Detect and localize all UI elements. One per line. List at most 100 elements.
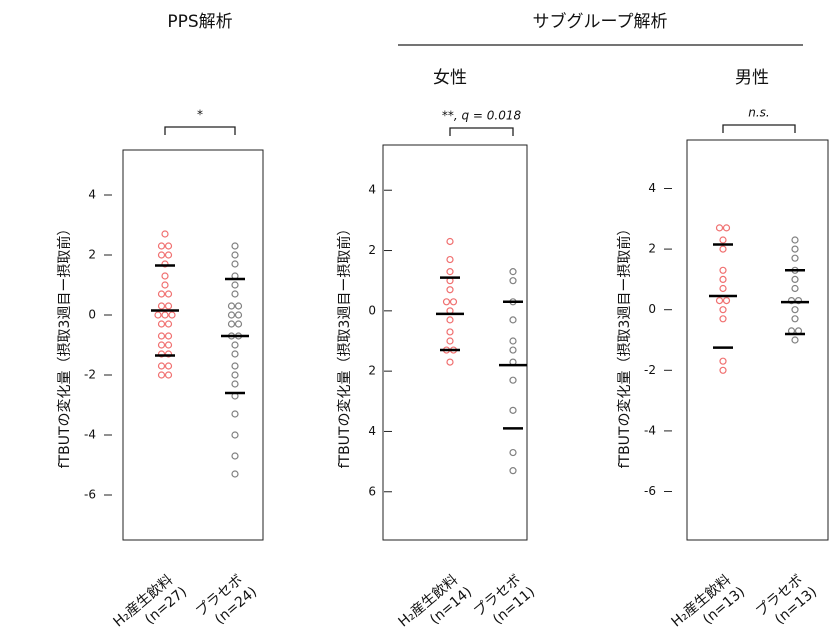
- data-point: [164, 290, 173, 298]
- data-point: [722, 224, 731, 232]
- data-point: [164, 320, 173, 328]
- data-point: [157, 350, 166, 358]
- data-point: [164, 341, 173, 349]
- data-point: [791, 245, 799, 253]
- data-point: [791, 315, 799, 323]
- data-point: [231, 350, 239, 358]
- y-tick-label: -6: [644, 484, 656, 498]
- data-point: [446, 316, 454, 324]
- data-point: [509, 337, 517, 345]
- data-point: [161, 272, 169, 280]
- data-point: [231, 452, 239, 460]
- significance-bracket: [164, 126, 236, 135]
- significance-label: **, q = 0.018: [442, 109, 522, 123]
- data-point: [231, 410, 239, 418]
- data-point: [231, 371, 239, 379]
- data-point: [442, 298, 451, 306]
- data-point: [164, 371, 173, 379]
- data-point: [446, 255, 454, 264]
- data-point: [446, 237, 454, 246]
- data-point: [157, 371, 166, 379]
- data-point: [161, 281, 169, 289]
- data-point: [161, 230, 169, 238]
- data-point: [446, 268, 454, 276]
- data-point: [509, 376, 517, 384]
- y-tick-label: 4: [368, 183, 376, 197]
- plot-frame: [686, 139, 829, 541]
- data-point: [449, 298, 458, 306]
- plot-frame: [382, 144, 528, 541]
- y-tick-label: -4: [84, 428, 96, 442]
- data-point: [719, 245, 727, 253]
- data-point: [234, 302, 243, 310]
- data-point: [164, 302, 173, 310]
- data-point: [719, 275, 727, 283]
- y-tick-label: -2: [644, 363, 656, 377]
- data-point: [719, 357, 727, 365]
- y-tick-label: 2: [648, 242, 656, 256]
- data-point: [791, 306, 799, 314]
- data-point: [157, 332, 166, 340]
- data-point: [719, 315, 727, 323]
- data-point: [509, 277, 517, 285]
- data-point: [719, 266, 727, 274]
- data-point: [168, 311, 176, 319]
- data-point: [715, 297, 724, 305]
- data-point: [161, 260, 169, 268]
- y-tick-label: 4: [88, 188, 96, 202]
- data-point: [719, 284, 727, 293]
- data-point: [446, 358, 454, 366]
- data-point: [787, 297, 796, 305]
- y-tick-label: 2: [368, 364, 376, 378]
- data-point: [231, 260, 239, 268]
- data-point: [791, 336, 799, 344]
- data-point: [509, 346, 517, 354]
- y-axis-label: fTBUTの変化量（摂取3週目ー摂取前）: [336, 222, 353, 469]
- data-point: [791, 284, 799, 293]
- y-tick-label: 2: [88, 248, 96, 262]
- data-point: [446, 328, 454, 336]
- y-tick-label: 6: [368, 484, 376, 498]
- significance-bracket: [449, 127, 514, 136]
- data-point: [227, 311, 236, 319]
- data-point: [157, 302, 166, 310]
- data-point: [157, 320, 166, 328]
- y-axis-label: fTBUTの変化量（摂取3週目ー摂取前）: [616, 222, 633, 469]
- panel-title: 男性: [735, 68, 769, 88]
- data-point: [234, 320, 243, 328]
- data-point: [509, 316, 517, 324]
- significance-bracket: [722, 124, 796, 133]
- data-point: [446, 337, 454, 345]
- y-tick-label: 0: [368, 303, 376, 317]
- data-point: [446, 286, 454, 294]
- data-point: [231, 431, 239, 439]
- data-point: [231, 470, 239, 478]
- data-point: [719, 306, 727, 314]
- data-point: [509, 406, 517, 414]
- y-tick-label: -6: [84, 488, 96, 502]
- data-point: [509, 268, 517, 276]
- data-point: [509, 448, 517, 457]
- data-point: [794, 297, 803, 305]
- significance-label: *: [197, 108, 203, 122]
- y-axis-label: fTBUTの変化量（摂取3週目ー摂取前）: [56, 222, 73, 469]
- data-point: [509, 467, 517, 475]
- y-tick-label: -2: [84, 368, 96, 382]
- data-point: [234, 311, 243, 319]
- data-point: [157, 251, 166, 259]
- data-point: [719, 366, 727, 374]
- data-point: [164, 251, 173, 259]
- y-tick-label: 2: [368, 243, 376, 257]
- data-point: [164, 332, 173, 340]
- panel-title: PPS解析: [167, 12, 232, 32]
- data-point: [157, 290, 166, 298]
- data-point: [715, 224, 724, 232]
- data-point: [164, 242, 173, 250]
- data-point: [231, 242, 239, 250]
- data-point: [164, 362, 173, 370]
- data-point: [231, 362, 239, 370]
- significance-label: n.s.: [748, 106, 770, 120]
- data-point: [231, 290, 239, 298]
- y-tick-label: 0: [88, 308, 96, 322]
